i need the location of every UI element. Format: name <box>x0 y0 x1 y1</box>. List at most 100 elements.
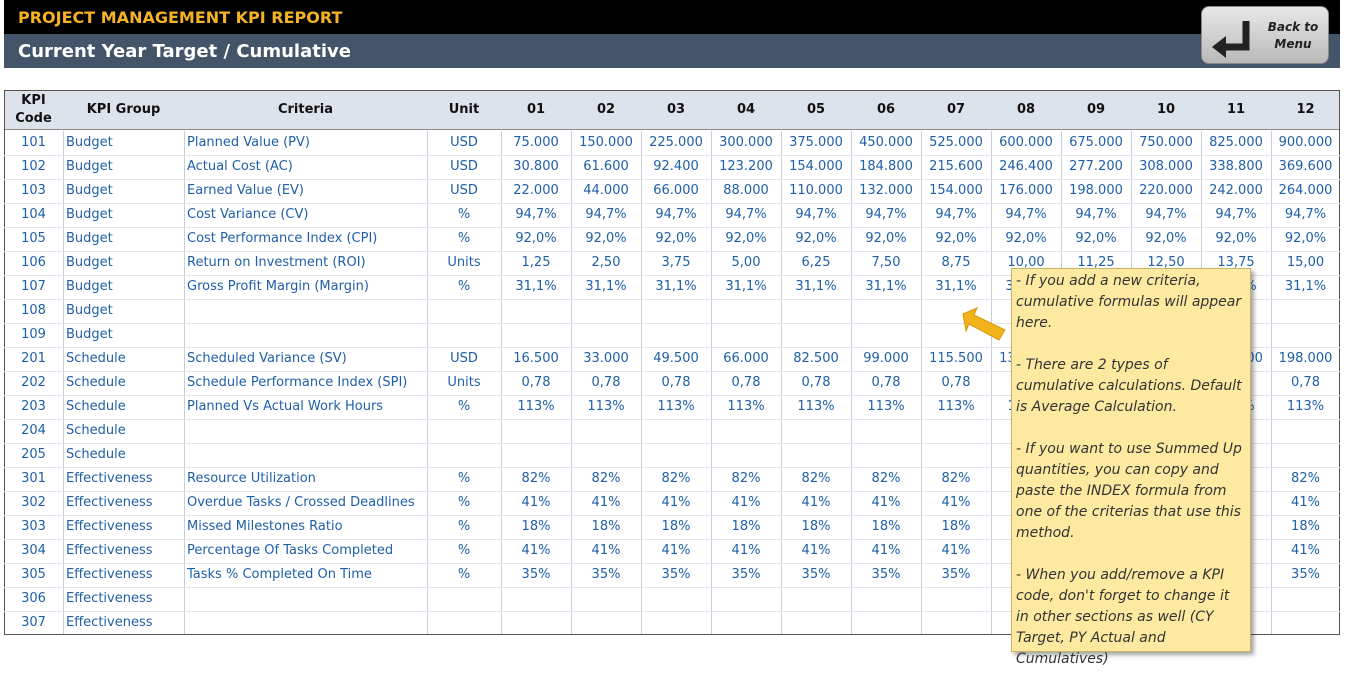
table-cell: Budget <box>66 255 113 270</box>
table-cell: 450.000 <box>859 135 913 150</box>
table-cell: 123.200 <box>719 159 773 174</box>
table-cell: Effectiveness <box>66 591 153 606</box>
row-line <box>4 323 1340 324</box>
table-cell: Overdue Tasks / Crossed Deadlines <box>187 495 415 510</box>
note-paragraph: - If you add a new criteria, cumulative … <box>1016 273 1242 331</box>
table-cell: % <box>457 399 471 414</box>
table-cell: 31,1% <box>655 279 697 294</box>
table-cell: 600.000 <box>999 135 1053 150</box>
table-cell: USD <box>450 183 478 198</box>
table-cell: 113% <box>867 399 905 414</box>
back-icon <box>1212 21 1250 58</box>
grid-line <box>571 131 572 635</box>
table-cell: 94,7% <box>1215 207 1257 222</box>
table-cell: 82% <box>591 471 621 486</box>
table-cell: 41% <box>521 495 551 510</box>
table-cell: Schedule <box>66 423 126 438</box>
table-cell: 41% <box>661 495 691 510</box>
grid-line <box>1271 131 1272 635</box>
column-header: Criteria <box>277 102 334 117</box>
table-cell: 18% <box>871 519 901 534</box>
table-cell: Budget <box>66 279 113 294</box>
table-cell: 675.000 <box>1069 135 1123 150</box>
table-cell: 104 <box>21 207 46 222</box>
table-cell: 108 <box>21 303 46 318</box>
table-cell: 205 <box>21 447 46 462</box>
table-cell: 94,7% <box>935 207 977 222</box>
column-header: Unit <box>448 102 480 117</box>
column-header: 05 <box>806 102 826 117</box>
column-header: 03 <box>666 102 686 117</box>
table-cell: USD <box>450 159 478 174</box>
table-cell: Budget <box>66 183 113 198</box>
table-cell: 18% <box>801 519 831 534</box>
note-paragraph: - If you want to use Summed Up quantitie… <box>1016 441 1242 541</box>
table-cell: 13,75 <box>1217 255 1255 270</box>
table-cell: Actual Cost (AC) <box>187 159 293 174</box>
column-header: 07 <box>946 102 966 117</box>
table-cell: 18% <box>941 519 971 534</box>
table-cell: 18% <box>731 519 761 534</box>
table-cell: 41% <box>941 495 971 510</box>
table-cell: 41% <box>1291 495 1320 510</box>
table-cell: 105 <box>21 231 46 246</box>
table-cell: 302 <box>21 495 46 510</box>
table-cell: 41% <box>941 543 971 558</box>
table-cell: 246.400 <box>999 159 1053 174</box>
comment-note: - If you add a new criteria, cumulative … <box>1011 268 1251 667</box>
table-cell: 0,78 <box>591 375 621 390</box>
row-line <box>4 467 1340 468</box>
grid-line <box>921 131 922 635</box>
table-cell: Budget <box>66 327 113 342</box>
table-cell: 31,1% <box>515 279 557 294</box>
report-subtitle: Current Year Target / Cumulative <box>18 41 351 62</box>
table-cell: Budget <box>66 159 113 174</box>
table-cell: 35% <box>801 567 831 582</box>
table-cell: 92,0% <box>1145 231 1187 246</box>
table-cell: % <box>457 519 471 534</box>
table-cell: 82% <box>1291 471 1320 486</box>
table-cell: 31,1% <box>585 279 627 294</box>
note-paragraph: - When you add/remove a KPI code, don't … <box>1016 567 1230 667</box>
row-line <box>4 371 1340 372</box>
table-cell: 31,1% <box>865 279 907 294</box>
table-cell: 305 <box>21 567 46 582</box>
table-cell: 304 <box>21 543 46 558</box>
table-cell: Resource Utilization <box>187 471 316 486</box>
button-label[interactable]: Back to Menu <box>1267 20 1319 51</box>
table-cell: 35% <box>731 567 761 582</box>
table-cell: USD <box>450 135 478 150</box>
table-cell: 35% <box>591 567 621 582</box>
table-cell: % <box>457 471 471 486</box>
column-header: 01 <box>526 102 546 117</box>
table-cell: 107 <box>21 279 46 294</box>
row-line <box>4 155 1340 156</box>
table-cell: Tasks % Completed On Time <box>187 567 372 582</box>
table-cell: 150.000 <box>579 135 633 150</box>
table-cell: 92,0% <box>1215 231 1257 246</box>
table-cell: 202 <box>21 375 46 390</box>
table-cell: 18% <box>661 519 691 534</box>
table-cell: Percentage Of Tasks Completed <box>187 543 394 558</box>
table-cell: 198.000 <box>1278 351 1333 366</box>
table-cell: 35% <box>521 567 551 582</box>
table-cell: 220.000 <box>1139 183 1193 198</box>
table-cell: 82% <box>661 471 691 486</box>
table-cell: 92,0% <box>935 231 977 246</box>
table-cell: 94,7% <box>1284 207 1327 222</box>
table-cell: 1,25 <box>521 255 551 270</box>
table-cell: 35% <box>871 567 901 582</box>
table-cell: 11,25 <box>1077 255 1115 270</box>
column-header: 10 <box>1156 102 1176 117</box>
table-cell: 49.500 <box>653 351 699 366</box>
table-cell: 94,7% <box>655 207 697 222</box>
row-line <box>4 515 1340 516</box>
back-button[interactable]: Back to Menu <box>1201 6 1329 64</box>
table-cell: 525.000 <box>929 135 983 150</box>
table-cell: 94,7% <box>585 207 627 222</box>
table-cell: 900.000 <box>1278 135 1333 150</box>
table-cell: 103 <box>21 183 46 198</box>
table-cell: 22.000 <box>513 183 559 198</box>
table-cell: 94,7% <box>725 207 767 222</box>
table-cell: Budget <box>66 135 113 150</box>
